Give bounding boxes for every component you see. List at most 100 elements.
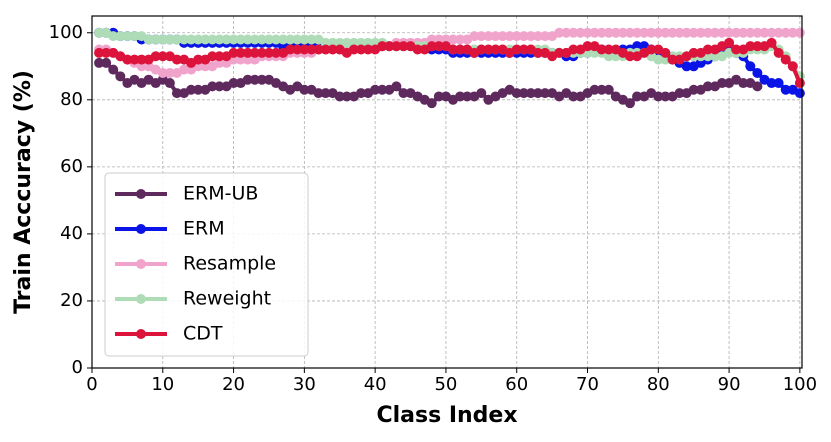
- point: [476, 31, 487, 42]
- point: [624, 27, 635, 38]
- point: [150, 51, 161, 62]
- point: [660, 91, 671, 102]
- point: [355, 44, 366, 55]
- point: [681, 61, 692, 72]
- x-tick-label: 0: [86, 374, 97, 395]
- point: [476, 44, 487, 55]
- point: [752, 81, 763, 92]
- point: [639, 27, 650, 38]
- point: [561, 27, 572, 38]
- point: [285, 34, 296, 45]
- point: [426, 41, 437, 52]
- point: [129, 54, 140, 65]
- point: [348, 44, 359, 55]
- point: [681, 27, 692, 38]
- point: [101, 47, 112, 58]
- point: [752, 41, 763, 52]
- point: [794, 88, 805, 99]
- point: [731, 44, 742, 55]
- point: [603, 27, 614, 38]
- point: [249, 34, 260, 45]
- point: [235, 47, 246, 58]
- point: [540, 31, 551, 42]
- point: [596, 27, 607, 38]
- point: [179, 34, 190, 45]
- legend-marker: [136, 189, 146, 199]
- x-tick-label: 100: [783, 374, 817, 395]
- y-tick-label: 0: [72, 357, 83, 378]
- x-tick-label: 90: [718, 374, 741, 395]
- point: [568, 27, 579, 38]
- point: [738, 27, 749, 38]
- point: [589, 27, 600, 38]
- x-tick-label: 80: [647, 374, 670, 395]
- point: [214, 34, 225, 45]
- point: [249, 47, 260, 58]
- y-tick-label: 80: [60, 89, 83, 110]
- x-tick-label: 20: [222, 374, 245, 395]
- point: [745, 41, 756, 52]
- point: [433, 41, 444, 52]
- point: [702, 81, 713, 92]
- point: [341, 91, 352, 102]
- point: [589, 84, 600, 95]
- point: [688, 84, 699, 95]
- point: [164, 78, 175, 89]
- point: [171, 88, 182, 99]
- point: [186, 34, 197, 45]
- point: [214, 51, 225, 62]
- point: [235, 34, 246, 45]
- point: [171, 54, 182, 65]
- point: [532, 31, 543, 42]
- point: [702, 44, 713, 55]
- point: [568, 91, 579, 102]
- legend-label: Reweight: [183, 288, 271, 310]
- point: [299, 34, 310, 45]
- point: [469, 31, 480, 42]
- point: [157, 34, 168, 45]
- y-tick-label: 100: [49, 22, 83, 43]
- point: [306, 44, 317, 55]
- point: [766, 78, 777, 89]
- point: [207, 81, 218, 92]
- point: [426, 98, 437, 109]
- point: [660, 47, 671, 58]
- point: [157, 51, 168, 62]
- point: [518, 44, 529, 55]
- point: [674, 88, 685, 99]
- point: [455, 44, 466, 55]
- x-tick-label: 10: [151, 374, 174, 395]
- legend: ERM-UB ERM Resample Reweight CDT: [104, 172, 309, 357]
- point: [334, 91, 345, 102]
- point: [412, 44, 423, 55]
- point: [483, 31, 494, 42]
- point: [617, 27, 628, 38]
- point: [653, 91, 664, 102]
- point: [242, 34, 253, 45]
- point: [129, 31, 140, 42]
- point: [554, 47, 565, 58]
- point: [228, 78, 239, 89]
- point: [773, 78, 784, 89]
- point: [242, 74, 253, 85]
- point: [363, 44, 374, 55]
- point: [341, 37, 352, 48]
- point: [384, 41, 395, 52]
- point: [518, 31, 529, 42]
- plot-frame: [91, 15, 803, 369]
- point: [228, 34, 239, 45]
- legend-label: Resample: [183, 253, 276, 275]
- point: [455, 91, 466, 102]
- point: [101, 57, 112, 68]
- point: [377, 84, 388, 95]
- point: [688, 27, 699, 38]
- point: [164, 67, 175, 78]
- point: [653, 27, 664, 38]
- point: [752, 67, 763, 78]
- point: [787, 27, 798, 38]
- point: [766, 37, 777, 48]
- point: [108, 31, 119, 42]
- point: [780, 84, 791, 95]
- point: [249, 74, 260, 85]
- point: [186, 84, 197, 95]
